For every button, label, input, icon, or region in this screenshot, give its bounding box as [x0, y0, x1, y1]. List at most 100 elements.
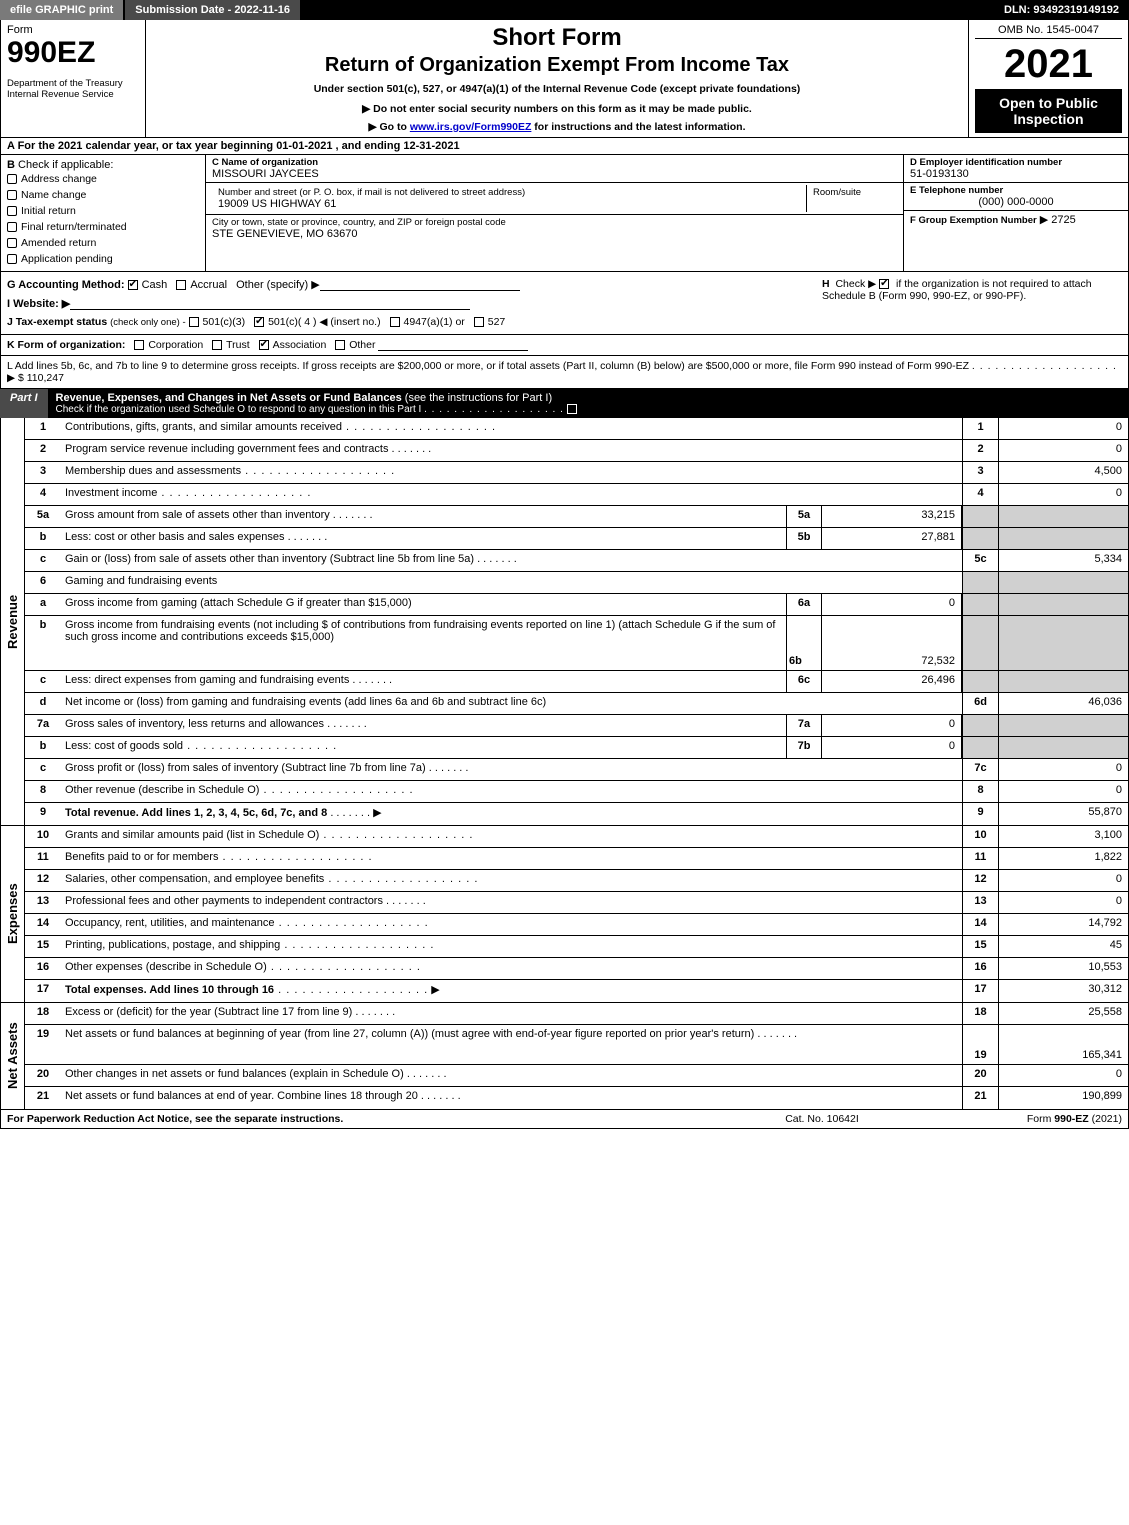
check-501c[interactable]: [254, 317, 264, 327]
l-line: L Add lines 5b, 6c, and 7b to line 9 to …: [0, 356, 1129, 389]
row-2: 2Program service revenue including gover…: [25, 440, 1128, 462]
row-6: 6Gaming and fundraising events: [25, 572, 1128, 594]
check-assoc[interactable]: [259, 340, 269, 350]
check-501c3[interactable]: [189, 317, 199, 327]
row-4: 4Investment income40: [25, 484, 1128, 506]
part1-title: Revenue, Expenses, and Changes in Net As…: [48, 389, 1129, 418]
top-bar: efile GRAPHIC print Submission Date - 20…: [0, 0, 1129, 20]
room-label: Room/suite: [813, 187, 891, 198]
expenses-table: Expenses 10Grants and similar amounts pa…: [0, 826, 1129, 1003]
under-section: Under section 501(c), 527, or 4947(a)(1)…: [314, 83, 801, 95]
row-11: 11Benefits paid to or for members111,822: [25, 848, 1128, 870]
row-6b: bGross income from fundraising events (n…: [25, 616, 1128, 671]
e-label: E Telephone number: [910, 185, 1003, 196]
row-20: 20Other changes in net assets or fund ba…: [25, 1065, 1128, 1087]
open-to-public: Open to Public Inspection: [975, 89, 1122, 133]
f-label: F Group Exemption Number: [910, 215, 1037, 226]
d-label: D Employer identification number: [910, 157, 1062, 168]
check-accrual[interactable]: [176, 280, 186, 290]
header-left: Form 990EZ Department of the Treasury In…: [1, 20, 146, 137]
check-final[interactable]: Final return/terminated: [7, 219, 199, 235]
row-16: 16Other expenses (describe in Schedule O…: [25, 958, 1128, 980]
check-h[interactable]: [879, 279, 889, 289]
efile-print-button[interactable]: efile GRAPHIC print: [0, 0, 125, 20]
do-not-enter: ▶ Do not enter social security numbers o…: [362, 103, 752, 115]
department: Department of the Treasury Internal Reve…: [7, 78, 139, 100]
goto-pre: ▶ Go to: [369, 121, 410, 133]
row-1: 1Contributions, gifts, grants, and simil…: [25, 418, 1128, 440]
check-other-org[interactable]: [335, 340, 345, 350]
check-name[interactable]: Name change: [7, 187, 199, 203]
goto-line: ▶ Go to www.irs.gov/Form990EZ for instru…: [369, 121, 746, 133]
check-initial[interactable]: Initial return: [7, 203, 199, 219]
phone: (000) 000-0000: [910, 196, 1122, 208]
check-amended[interactable]: Amended return: [7, 235, 199, 251]
netassets-vlabel: Net Assets: [1, 1003, 25, 1109]
f-row: F Group Exemption Number ▶ 2725: [904, 211, 1128, 228]
city-label: City or town, state or province, country…: [212, 217, 897, 228]
dln-label: DLN: 93492319149192: [994, 0, 1129, 20]
form-number: 990EZ: [7, 36, 139, 70]
row-17: 17Total expenses. Add lines 10 through 1…: [25, 980, 1128, 1002]
row-9: 9Total revenue. Add lines 1, 2, 3, 4, 5c…: [25, 803, 1128, 825]
footer-right: Form 990-EZ (2021): [922, 1113, 1122, 1125]
topbar-fill: [302, 0, 994, 20]
footer-left: For Paperwork Reduction Act Notice, see …: [7, 1113, 722, 1125]
goto-link[interactable]: www.irs.gov/Form990EZ: [410, 121, 532, 133]
check-trust[interactable]: [212, 340, 222, 350]
check-cash[interactable]: [128, 280, 138, 290]
check-address[interactable]: Address change: [7, 171, 199, 187]
header-center: Short Form Return of Organization Exempt…: [146, 20, 968, 137]
check-schedule-o[interactable]: [567, 404, 577, 414]
row-14: 14Occupancy, rent, utilities, and mainte…: [25, 914, 1128, 936]
city-row: City or town, state or province, country…: [206, 215, 903, 242]
address: 19009 US HIGHWAY 61: [218, 198, 800, 210]
c-label: C Name of organization: [212, 157, 897, 168]
check-527[interactable]: [474, 317, 484, 327]
header-right: OMB No. 1545-0047 2021 Open to Public In…: [968, 20, 1128, 137]
netassets-table: Net Assets 18Excess or (deficit) for the…: [0, 1003, 1129, 1110]
short-form-title: Short Form: [492, 24, 621, 52]
row-10: 10Grants and similar amounts paid (list …: [25, 826, 1128, 848]
address-row: Number and street (or P. O. box, if mail…: [206, 183, 903, 215]
row-6c: cLess: direct expenses from gaming and f…: [25, 671, 1128, 693]
other-specify-input[interactable]: [320, 279, 520, 291]
expenses-vlabel: Expenses: [1, 826, 25, 1002]
omb-number: OMB No. 1545-0047: [975, 24, 1122, 39]
org-name: MISSOURI JAYCEES: [212, 168, 897, 180]
e-row: E Telephone number (000) 000-0000: [904, 183, 1128, 211]
revenue-vlabel: Revenue: [1, 418, 25, 825]
section-c: C Name of organization MISSOURI JAYCEES …: [206, 155, 903, 271]
row-5b: bLess: cost or other basis and sales exp…: [25, 528, 1128, 550]
j-line: J Tax-exempt status (check only one) - 5…: [7, 316, 1122, 328]
page-footer: For Paperwork Reduction Act Notice, see …: [0, 1110, 1129, 1129]
row-5c: cGain or (loss) from sale of assets othe…: [25, 550, 1128, 572]
footer-center: Cat. No. 10642I: [722, 1113, 922, 1125]
other-org-input[interactable]: [378, 339, 528, 351]
tax-year: 2021: [975, 44, 1122, 84]
form-header: Form 990EZ Department of the Treasury In…: [0, 20, 1129, 138]
section-bcdef: B Check if applicable: Address change Na…: [0, 155, 1129, 272]
check-4947[interactable]: [390, 317, 400, 327]
row-8: 8Other revenue (describe in Schedule O)8…: [25, 781, 1128, 803]
check-corp[interactable]: [134, 340, 144, 350]
row-12: 12Salaries, other compensation, and empl…: [25, 870, 1128, 892]
row-7c: cGross profit or (loss) from sales of in…: [25, 759, 1128, 781]
row-7a: 7aGross sales of inventory, less returns…: [25, 715, 1128, 737]
form-label: Form: [7, 24, 139, 36]
row-7b: bLess: cost of goods sold7b0: [25, 737, 1128, 759]
row-6a: aGross income from gaming (attach Schedu…: [25, 594, 1128, 616]
row-6d: dNet income or (loss) from gaming and fu…: [25, 693, 1128, 715]
revenue-table: Revenue 1Contributions, gifts, grants, a…: [0, 418, 1129, 826]
goto-post: for instructions and the latest informat…: [531, 121, 745, 133]
website-input[interactable]: [70, 298, 470, 310]
row-5a: 5aGross amount from sale of assets other…: [25, 506, 1128, 528]
k-line: K Form of organization: Corporation Trus…: [0, 335, 1129, 356]
submission-date: Submission Date - 2022-11-16: [125, 0, 302, 20]
l-amount: ▶ $ 110,247: [7, 372, 64, 384]
check-pending[interactable]: Application pending: [7, 251, 199, 267]
section-ghij: G Accounting Method: Cash Accrual Other …: [0, 272, 1129, 335]
section-def: D Employer identification number 51-0193…: [903, 155, 1128, 271]
city-state-zip: STE GENEVIEVE, MO 63670: [212, 228, 897, 240]
part1-label: Part I: [0, 389, 48, 418]
